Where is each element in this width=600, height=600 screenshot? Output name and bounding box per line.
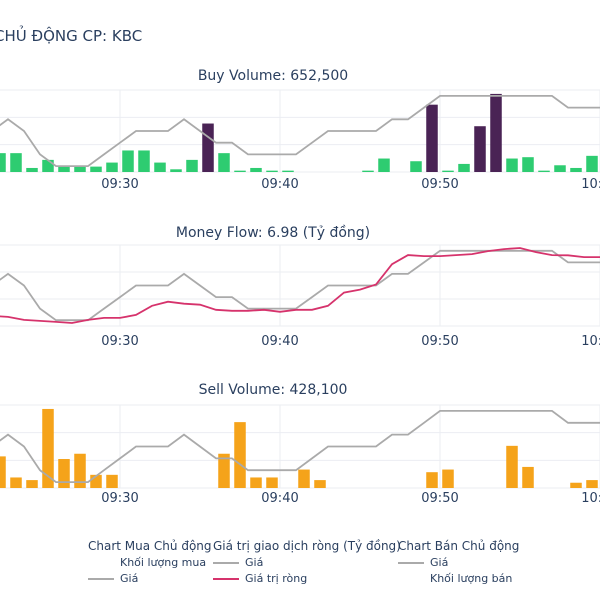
- bar-mark: [266, 477, 278, 488]
- bar-mark: [186, 159, 198, 172]
- bar-mark: [266, 170, 278, 172]
- chart-panel-buy: Buy Volume: 652,500 09:30 09:40 09:50 10:00: [0, 68, 600, 192]
- legend-group-buy[interactable]: Chart Mua Chủ động Khối lượng mua Giá: [88, 537, 212, 587]
- bar-mark: [218, 153, 230, 172]
- x-tick-label: 09:50: [421, 177, 458, 192]
- bar-mark: [426, 472, 438, 488]
- legend-swatch-icon: [213, 562, 239, 564]
- legend-label: Giá: [120, 572, 139, 585]
- bar-mark: [554, 165, 566, 172]
- x-tick-label: 09:50: [421, 334, 458, 349]
- legend-item-buy-price[interactable]: Giá: [88, 571, 212, 587]
- bar-mark: [58, 166, 70, 172]
- bar-mark: [74, 453, 86, 488]
- legend-label: Khối lượng mua: [120, 556, 207, 569]
- bar-mark: [106, 162, 118, 172]
- x-tick-label: 09:30: [101, 491, 138, 506]
- chart-panel-flow: Money Flow: 6.98 (Tỷ đồng) 09:30 09:40 09:5…: [0, 224, 600, 349]
- bar-mark: [202, 123, 214, 172]
- price-line: [0, 249, 600, 322]
- legend-title-sell: Chart Bán Chủ động: [398, 539, 520, 553]
- bar-mark: [474, 126, 486, 172]
- bar-mark: [586, 155, 598, 172]
- x-tick-label: 10:00: [581, 177, 600, 192]
- chart-title: Sell Volume: 428,100: [199, 382, 348, 398]
- legend-group-sell[interactable]: Chart Bán Chủ động Giá Khối lượng bán: [398, 537, 519, 587]
- bar-mark: [458, 163, 470, 172]
- bar-mark: [0, 153, 6, 172]
- money-flow-line: [0, 247, 600, 324]
- bar-mark: [298, 469, 310, 488]
- x-tick-label: 09:30: [101, 334, 138, 349]
- bar-mark: [538, 170, 550, 172]
- legend-swatch-icon: [88, 578, 114, 580]
- legend-item-flow-price[interactable]: Giá: [213, 555, 401, 571]
- chart-title: Money Flow: 6.98 (Tỷ đồng): [176, 224, 370, 241]
- bar-mark: [426, 104, 438, 172]
- bar-mark: [42, 159, 54, 172]
- legend-label: Khối lượng bán: [430, 572, 513, 585]
- bar-mark: [442, 170, 454, 172]
- legend-title-flow: Giá trị giao dịch ròng (Tỷ đồng): [213, 539, 401, 553]
- legend-label: Giá trị ròng: [245, 572, 308, 585]
- bar-mark: [0, 456, 6, 488]
- legend-item-sell-volume[interactable]: Khối lượng bán: [398, 571, 519, 587]
- bar-mark: [218, 453, 230, 488]
- bar-mark: [234, 422, 246, 488]
- bar-mark: [506, 445, 518, 488]
- legend-label: Giá: [245, 556, 264, 569]
- bar-mark: [138, 150, 150, 172]
- bar-mark: [122, 150, 134, 172]
- bar-mark: [154, 162, 166, 172]
- bar-mark: [10, 477, 22, 488]
- chart-title: Buy Volume: 652,500: [198, 68, 348, 84]
- bar-mark: [250, 167, 262, 172]
- bar-mark: [10, 153, 22, 172]
- bar-mark: [586, 480, 598, 488]
- bar-mark: [234, 170, 246, 172]
- bar-mark: [90, 474, 102, 488]
- bar-mark: [442, 469, 454, 488]
- page-title: CHỦ ĐỘNG CP: KBC: [0, 27, 143, 45]
- bar-mark: [74, 166, 86, 172]
- legend-item-buy-volume[interactable]: Khối lượng mua: [88, 555, 212, 571]
- legend-group-flow[interactable]: Giá trị giao dịch ròng (Tỷ đồng) Giá Giá…: [213, 537, 401, 587]
- bar-mark: [522, 466, 534, 488]
- x-tick-label: 09:40: [261, 491, 298, 506]
- bar-mark: [506, 158, 518, 172]
- chart-panel-sell: Sell Volume: 428,100 09:30 09:40 09:50 10:00: [0, 382, 600, 506]
- legend-item-sell-price[interactable]: Giá: [398, 555, 519, 571]
- legend-swatch-icon: [398, 562, 424, 564]
- x-tick-label: 10:00: [581, 334, 600, 349]
- bar-mark: [90, 166, 102, 172]
- x-tick-label: 09:40: [261, 177, 298, 192]
- bar-mark: [410, 161, 422, 172]
- bar-mark: [282, 170, 294, 172]
- bar-mark: [522, 157, 534, 172]
- legend-label: Giá: [430, 556, 449, 569]
- bar-mark: [570, 167, 582, 172]
- bar-mark: [362, 170, 374, 172]
- legend-swatch-icon: [213, 578, 239, 580]
- bar-mark: [42, 408, 54, 488]
- x-tick-label: 09:50: [421, 491, 458, 506]
- bar-mark: [570, 482, 582, 488]
- bar-mark: [170, 169, 182, 172]
- bar-mark: [58, 459, 70, 488]
- x-tick-label: 09:30: [101, 177, 138, 192]
- bar-mark: [250, 477, 262, 488]
- legend-item-flow-value[interactable]: Giá trị ròng: [213, 571, 401, 587]
- price-line: [0, 409, 600, 484]
- x-tick-label: 10:00: [581, 491, 600, 506]
- bar-mark: [106, 474, 118, 488]
- bar-mark: [378, 158, 390, 172]
- bar-mark: [490, 93, 502, 172]
- price-line: [0, 95, 600, 168]
- bar-mark: [26, 480, 38, 488]
- bar-mark: [314, 480, 326, 488]
- x-tick-label: 09:40: [261, 334, 298, 349]
- legend-title-buy: Chart Mua Chủ động: [88, 539, 212, 553]
- bar-mark: [26, 167, 38, 172]
